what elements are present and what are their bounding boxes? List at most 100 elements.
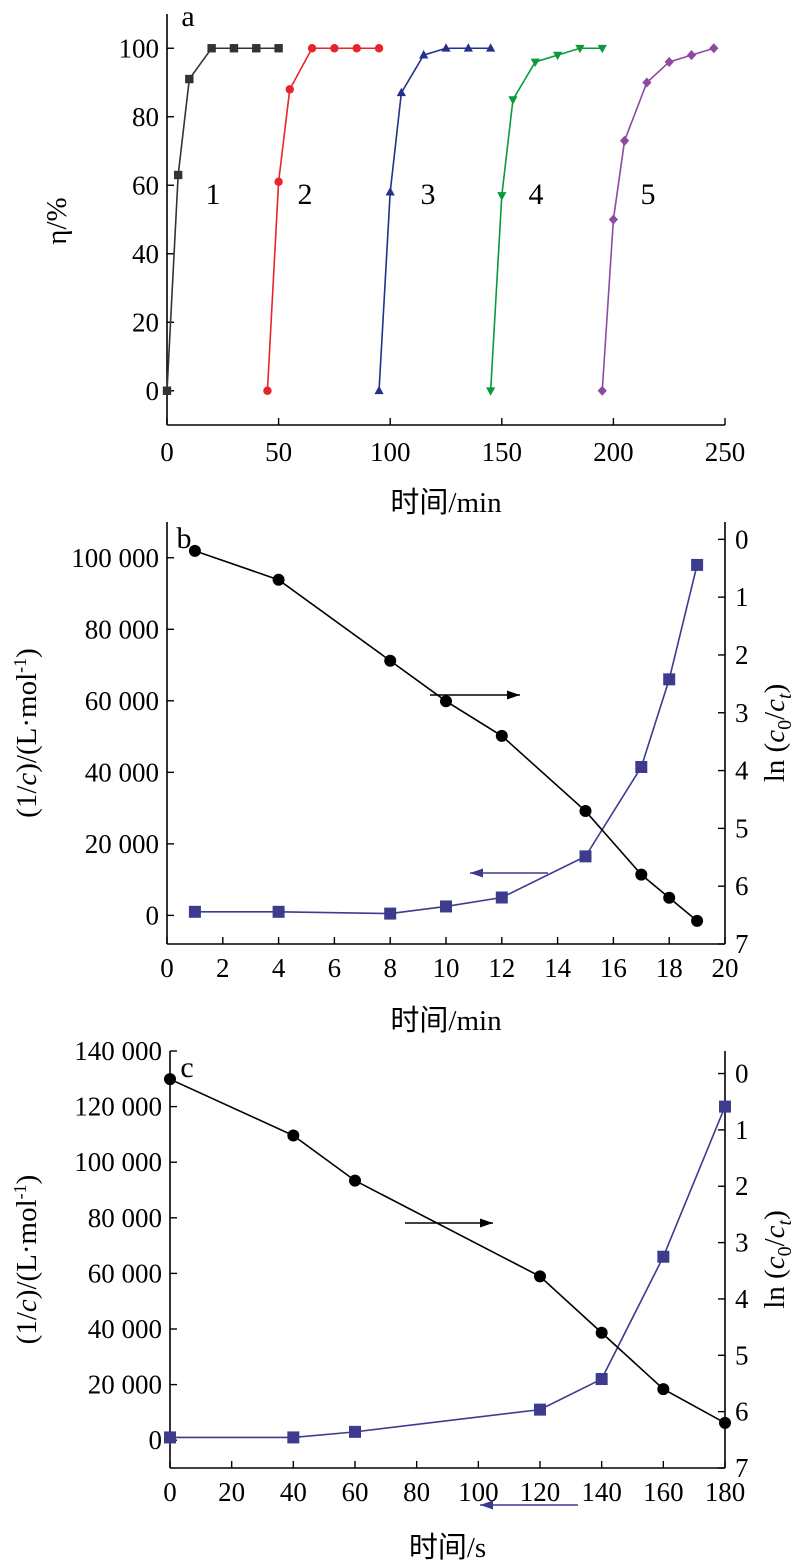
panel-b-right-series-point — [188, 544, 201, 557]
panel-b-right-series-point — [691, 914, 704, 927]
panel-a-series-4-point — [486, 387, 496, 396]
panel-a-x-tick-label: 250 — [705, 437, 746, 467]
panel-a-series-4-point — [597, 44, 607, 54]
panel-b-left-tick-label: 20 000 — [85, 829, 159, 859]
panel-a-y-tick-label: 0 — [146, 376, 160, 406]
panel-a-y-tick-label: 20 — [132, 307, 159, 337]
panel-b-x-tick-label: 10 — [433, 953, 460, 983]
panel-b-left-tick-label: 40 000 — [85, 757, 159, 787]
panel-c-right-tick-label: 6 — [735, 1397, 749, 1427]
panel-b-right-series-point — [635, 868, 648, 881]
panel-a-curve-label-2: 2 — [298, 178, 313, 211]
panel-a-x-tick-label: 200 — [593, 437, 634, 467]
panel-b-right-series-point — [663, 891, 676, 904]
panel-a-series-2-point — [263, 386, 272, 395]
panel-a-series-5-point — [642, 77, 652, 88]
panel-b-x-tick-label: 6 — [328, 953, 342, 983]
panel-c-right-series-point — [657, 1383, 670, 1396]
panel-b-x-tick-label: 20 — [712, 953, 739, 983]
panel-b-x-tick-label: 4 — [272, 953, 286, 983]
panel-a-series-4-point — [508, 96, 518, 105]
panel-b-right-tick-label: 4 — [735, 756, 749, 786]
panel-b-left-series-point — [188, 905, 201, 918]
panel-a-series-5-point — [686, 50, 697, 61]
panel-c-right-series-line — [169, 1078, 726, 1424]
panel-a-series-4-point — [552, 51, 563, 61]
panel-c-right-tick-label: 4 — [735, 1284, 749, 1314]
panel-c-left-series-point — [164, 1431, 176, 1444]
panel-c-x-tick-label: 180 — [705, 1477, 746, 1507]
panel-a-series-1-point — [207, 44, 216, 53]
panel-c-x-tick-label: 40 — [280, 1477, 307, 1507]
panel-a-series-5-point — [608, 214, 619, 225]
panel-c-right-axis-title: ln (c0/ct) — [759, 1210, 796, 1309]
panel-a-y-tick-label: 40 — [132, 239, 159, 269]
panel-b-left-series-point — [495, 891, 508, 904]
panel-b-right-tick-label: 7 — [735, 929, 749, 959]
panel-c-right-series-point — [719, 1416, 731, 1429]
panel-c-left-tick-label: 60 000 — [88, 1258, 162, 1288]
panel-c-left-series-point — [534, 1403, 546, 1416]
panel-a-curve-label-3: 3 — [421, 178, 436, 211]
panel-a-series-5-line — [601, 47, 715, 391]
panel-b-right-axis-title: ln (c0/ct) — [759, 684, 796, 783]
panel-a-series-5-point — [664, 56, 674, 67]
panel-a-series-4-line — [489, 47, 603, 391]
panel-a-series-3-point — [463, 43, 473, 52]
panel-b-right-tick-label: 0 — [735, 524, 749, 554]
panel-a-series-2-point — [330, 44, 339, 53]
panel-a-series-1-point — [173, 170, 183, 180]
panel-b-left-series-point — [663, 673, 676, 686]
panel-b-x-tick-label: 12 — [488, 953, 515, 983]
panel-b-right-tick-label: 3 — [735, 698, 749, 728]
panel-b-left-series-point — [691, 558, 704, 571]
panel-b-right-tick-label: 5 — [735, 813, 749, 843]
panel-c-right-tick-label: 3 — [735, 1228, 749, 1258]
panel-b-letter: b — [177, 522, 192, 555]
panel-a-letter: a — [181, 0, 194, 33]
panel-a-series-3-point — [385, 187, 395, 196]
panel-b-left-series-point — [635, 760, 648, 773]
panel-c-left-series-point — [595, 1373, 608, 1386]
panel-a-series-3-line — [378, 47, 491, 391]
panel-c-right-tick-label: 2 — [735, 1171, 749, 1201]
panel-b-right-axis-arrow — [430, 690, 520, 700]
panel-c-left-tick-label: 80 000 — [88, 1203, 162, 1233]
panel-b-x-tick-label: 18 — [656, 953, 683, 983]
panel-b-left-series-point — [579, 850, 592, 863]
panel-b-right-series-point — [384, 654, 397, 667]
panel-a-series-2-point — [374, 44, 384, 53]
panel-a-series-3-point — [486, 43, 496, 52]
panel-c-left-series-point — [287, 1431, 300, 1444]
panel-c-left-tick-label: 120 000 — [74, 1092, 162, 1122]
panel-a-series-3-point — [396, 87, 406, 97]
panel-a-series-5-point — [597, 385, 607, 396]
panel-c-right-tick-label: 5 — [735, 1340, 749, 1370]
panel-b-left-series-point — [440, 900, 452, 913]
panel-c-left-tick-label: 0 — [149, 1425, 163, 1455]
panel-c-x-tick-label: 140 — [581, 1477, 622, 1507]
panel-a-curve-label-4: 4 — [529, 178, 544, 211]
panel-c-left-series-point — [657, 1250, 670, 1263]
panel-a-series-1-line — [166, 47, 279, 391]
panel-c-left-tick-label: 100 000 — [74, 1147, 162, 1177]
panel-a-y-axis-title: η/% — [41, 197, 73, 244]
panel-b-right-series-point — [579, 805, 592, 818]
panel-b-left-axis-title: (1/c)/(L·mol-1) — [10, 648, 43, 818]
panel-c-left-axis-arrow — [480, 1500, 578, 1510]
panel-b-x-axis-title: 时间/min — [390, 1004, 502, 1037]
panel-b-left-tick-label: 60 000 — [85, 686, 159, 716]
panel-a-series-3-point — [441, 43, 451, 52]
panel-a-y-tick-label: 60 — [132, 170, 159, 200]
panel-a-series-1-point — [252, 44, 261, 53]
panel-b-x-tick-label: 14 — [544, 953, 572, 983]
panel-c-left-tick-label: 40 000 — [88, 1314, 162, 1344]
panel-c-right-axis-arrow — [405, 1218, 493, 1228]
panel-a-series-5-point — [709, 43, 719, 54]
panel-a-series-2-line — [266, 47, 380, 391]
panel-a-series-5-point — [619, 135, 630, 146]
panel-c-right-series-point — [164, 1073, 176, 1086]
panel-a-series-1-point — [229, 44, 239, 53]
